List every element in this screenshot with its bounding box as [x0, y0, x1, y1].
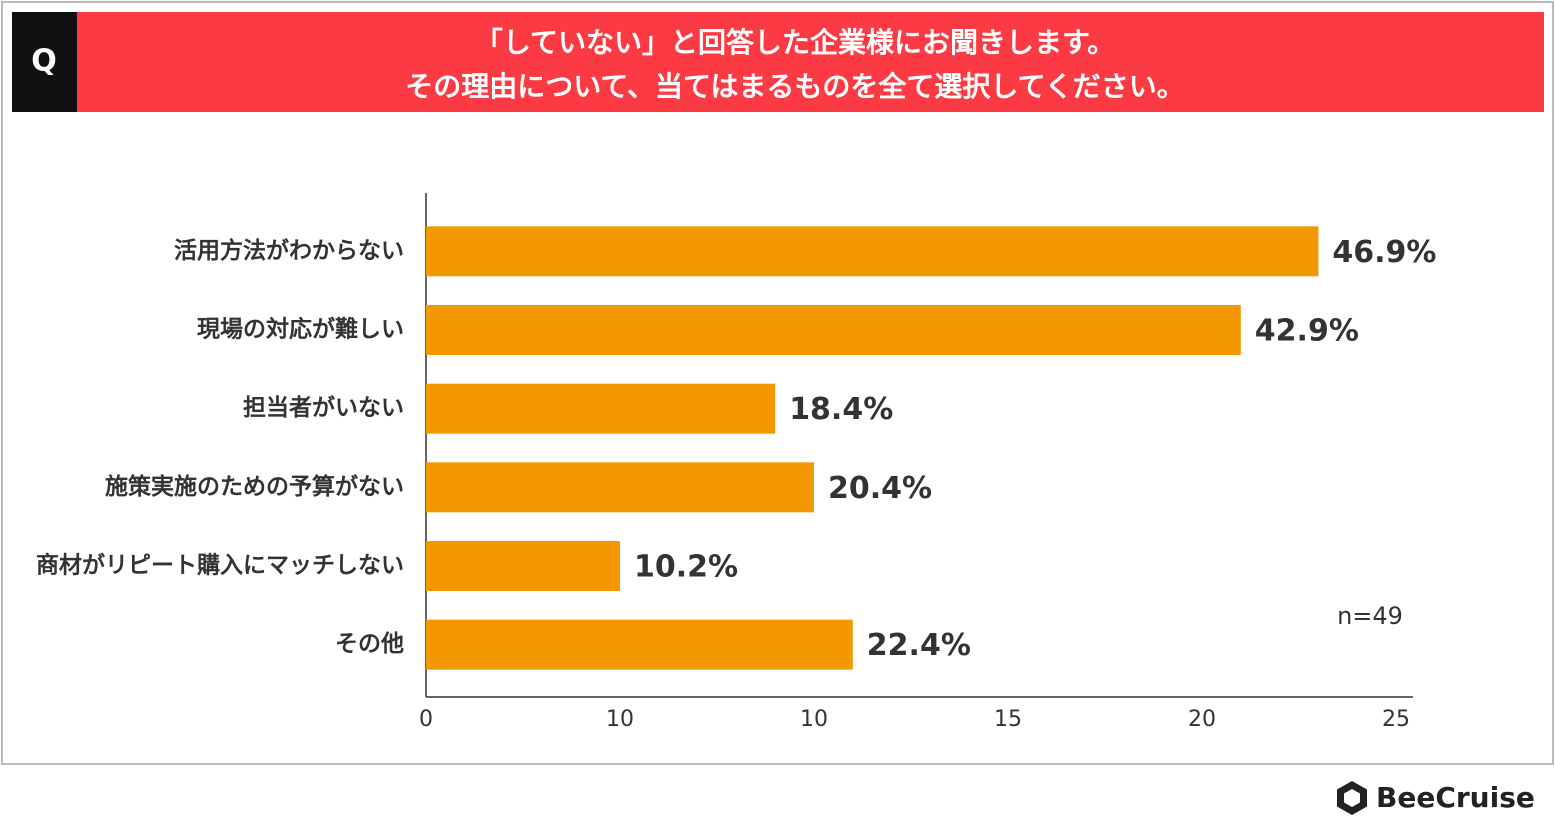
y-tick-label: 商材がリピート購入にマッチしない	[36, 552, 404, 579]
brand-icon-inner	[1344, 789, 1360, 807]
y-tick-label: 施策実施のための予算がない	[105, 473, 404, 500]
bar	[426, 226, 1319, 277]
header-bar	[12, 12, 1544, 112]
q-mark: Q	[31, 44, 57, 79]
y-tick-label: その他	[335, 631, 404, 657]
q-box	[12, 12, 77, 112]
bar	[426, 619, 853, 670]
x-tick-label: 15	[994, 707, 1022, 732]
x-tick-label: 25	[1382, 707, 1410, 732]
bar	[426, 305, 1241, 355]
bar	[426, 541, 620, 591]
value-label: 42.9%	[1255, 314, 1359, 349]
brand-logo: BeeCruise	[1337, 781, 1535, 815]
x-tick-label: 10	[800, 707, 828, 732]
x-tick-label: 0	[419, 707, 433, 732]
sample-note: n=49	[1337, 602, 1403, 630]
y-tick-label: 現場の対応が難しい	[197, 316, 404, 343]
bar	[426, 462, 814, 513]
title-line: その理由について、当てはまるものを全て選択してください。	[405, 70, 1185, 103]
bar	[426, 383, 776, 434]
y-tick-label: 活用方法がわからない	[174, 237, 404, 264]
value-label: 10.2%	[634, 550, 738, 585]
x-tick-label: 20	[1188, 707, 1216, 732]
value-label: 18.4%	[789, 392, 893, 427]
value-label: 22.4%	[867, 628, 971, 663]
title-line: 「していない」と回答した企業様にお聞きします。	[475, 26, 1115, 59]
y-tick-label: 担当者がいない	[243, 394, 404, 421]
x-tick-label: 10	[606, 707, 634, 732]
value-label: 46.9%	[1332, 235, 1436, 270]
value-label: 20.4%	[828, 471, 932, 506]
brand-name: BeeCruise	[1376, 781, 1535, 814]
